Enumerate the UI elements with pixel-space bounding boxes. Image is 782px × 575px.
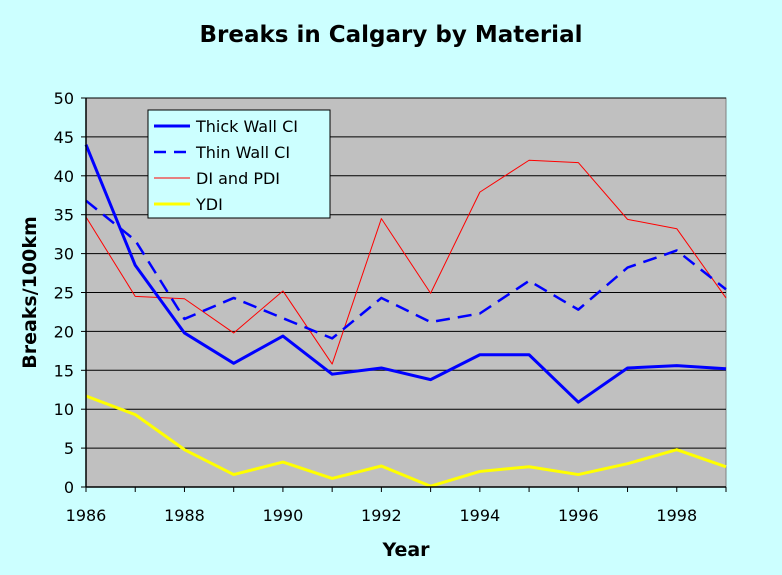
x-tick-label: 1994 bbox=[459, 506, 500, 525]
series-line-ydi bbox=[85, 394, 727, 488]
x-tick-label: 1990 bbox=[263, 506, 304, 525]
legend-box bbox=[147, 109, 331, 219]
legend-label: Thick Wall CI bbox=[195, 117, 298, 136]
y-tick-label: 45 bbox=[54, 128, 74, 147]
x-tick-label: 1988 bbox=[164, 506, 205, 525]
x-tick-label: 1998 bbox=[656, 506, 697, 525]
legend-label: Thin Wall CI bbox=[195, 143, 290, 162]
series-line-di-and-pdi bbox=[85, 159, 727, 365]
y-tick-label: 0 bbox=[64, 478, 74, 497]
y-tick-label: 50 bbox=[54, 89, 74, 108]
x-axis-title: Year bbox=[381, 539, 430, 561]
series-lines bbox=[84, 144, 727, 488]
chart-title: Breaks in Calgary by Material bbox=[199, 22, 583, 48]
y-tick-labels: 0 5 10 15 20 25 30 35 40 45 50 bbox=[54, 89, 86, 497]
y-tick-label: 30 bbox=[54, 245, 74, 264]
y-tick-label: 35 bbox=[54, 206, 74, 225]
y-tick-label: 15 bbox=[54, 361, 74, 380]
x-tick-label: 1986 bbox=[66, 506, 107, 525]
y-tick-label: 25 bbox=[54, 284, 74, 303]
y-tick-label: 5 bbox=[64, 439, 74, 458]
y-tick-label: 20 bbox=[54, 322, 74, 341]
y-tick-label: 10 bbox=[54, 400, 74, 419]
series-line-thick-wall-ci bbox=[84, 144, 727, 404]
legend-label: YDI bbox=[195, 195, 223, 214]
legend: Thick Wall CI Thin Wall CI DI and PDI YDI bbox=[147, 109, 331, 219]
y-axis-title: Breaks/100km bbox=[19, 216, 41, 369]
series-line-thin-wall-ci bbox=[85, 199, 727, 340]
x-tick-labels: 1986 1988 1990 1992 1994 1996 1998 bbox=[66, 487, 727, 525]
legend-label: DI and PDI bbox=[196, 169, 280, 188]
x-tick-label: 1992 bbox=[361, 506, 402, 525]
y-tick-label: 40 bbox=[54, 167, 74, 186]
x-tick-label: 1996 bbox=[558, 506, 599, 525]
